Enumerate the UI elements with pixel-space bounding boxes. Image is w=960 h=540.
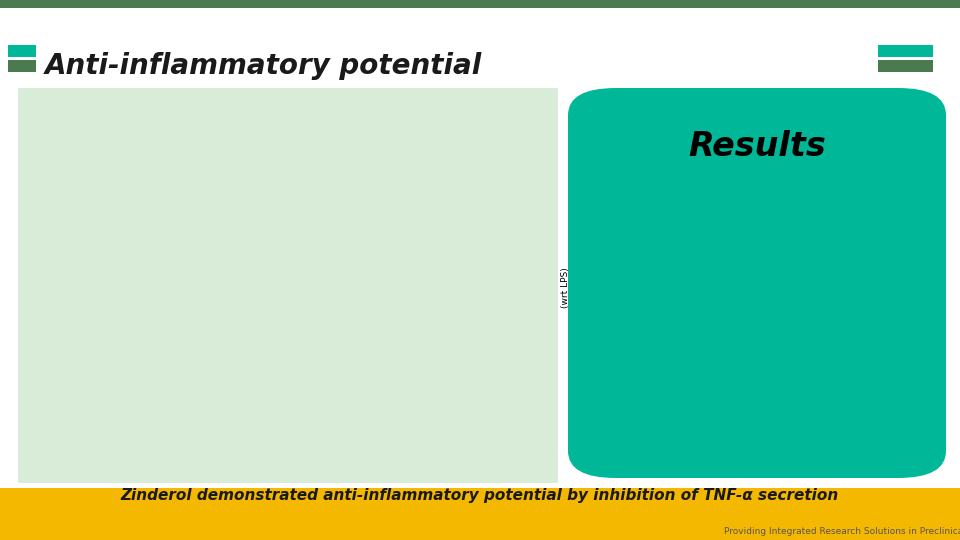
Text: •  Contents of Zinderol capsule were dissolved in DMSO to
      prepare stock so: • Contents of Zinderol capsule were diss… [39, 230, 366, 253]
Text: Results: Results [688, 130, 826, 163]
Text: STUDY DESIGN:: STUDY DESIGN: [39, 349, 148, 362]
Text: TEST SYSTEM:: TEST SYSTEM: [39, 108, 140, 121]
Text: •  Supernatants were collected and levels of TNF-alpha were
      determined by : • Supernatants were collected and levels… [39, 491, 378, 514]
X-axis label: Zinderol
(µg/ml): Zinderol (µg/ml) [734, 453, 786, 475]
Text: •  Cells were plated for 24 h in 24-well plates.: • Cells were plated for 24 h in 24-well … [39, 384, 296, 394]
Text: TEST ITEMS:: TEST ITEMS: [39, 194, 127, 208]
Bar [614, 205, 660, 430]
Text: Zinderol demonstrated anti-inflammatory potential by inhibition of TNF-α secreti: Zinderol demonstrated anti-inflammatory … [121, 488, 839, 503]
Text: •  This stock solution was further diluted in serum free medium
      for treatm: • This stock solution was further dilute… [39, 287, 394, 310]
Text: Providing Integrated Research Solutions in Preclinical: Providing Integrated Research Solutions … [724, 527, 960, 536]
Bar [860, 267, 905, 430]
Text: Anti-inflammatory potential: Anti-inflammatory potential [45, 52, 482, 80]
Y-axis label: % Inhibition of TNF-α
(wrt LPS): % Inhibition of TNF-α (wrt LPS) [550, 240, 570, 335]
Text: Mouse macrophage cell line (RAW 264.7): Mouse macrophage cell line (RAW 264.7) [39, 143, 269, 153]
Bar [697, 216, 741, 430]
Bar [779, 242, 824, 430]
Text: •  Cells were treated with Test Item and stimulated with LPS
      (50ng/ml).: • Cells were treated with Test Item and … [39, 437, 375, 460]
